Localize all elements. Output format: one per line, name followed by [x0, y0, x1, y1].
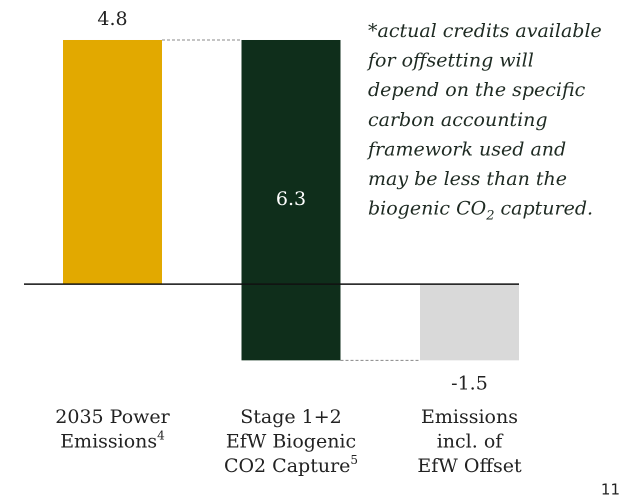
- bar: [241, 39, 341, 361]
- x-tick-label: Stage 1+2: [240, 406, 342, 428]
- x-tick-label-line: incl. of: [437, 431, 505, 453]
- footnote-mark: 5: [350, 453, 358, 467]
- x-tick-label: 2035 Power: [55, 406, 170, 428]
- annotation-part: captured.: [494, 198, 593, 220]
- x-tick-label-line: Emissions: [421, 406, 518, 428]
- annotation: *actual credits available: [368, 20, 602, 42]
- annotation: may be less than the: [368, 168, 567, 190]
- annotation: carbon accounting: [368, 109, 548, 131]
- value-label: 4.8: [97, 8, 127, 30]
- x-tick-label: CO2 Capture5: [224, 453, 358, 478]
- x-tick-label: Emissions4: [60, 428, 165, 453]
- annotation-part: 2: [485, 208, 494, 223]
- x-tick-label-line: 2035 Power: [55, 406, 170, 428]
- x-tick-label: EfW Biogenic: [226, 431, 356, 453]
- x-tick-label: incl. of: [437, 431, 505, 453]
- value-label: -1.5: [451, 372, 488, 394]
- annotation: depend on the specific: [368, 79, 586, 101]
- bar: [63, 39, 162, 285]
- x-tick-label: EfW Offset: [417, 455, 522, 477]
- x-tick-label-line: EfW Biogenic: [226, 431, 356, 453]
- value-label: 6.3: [276, 188, 306, 210]
- x-tick-label-line: Stage 1+2: [240, 406, 342, 428]
- annotation-part: biogenic CO: [368, 198, 487, 220]
- page-number: 11: [601, 481, 620, 499]
- x-tick-label-line: EfW Offset: [417, 455, 522, 477]
- annotation: biogenic CO2 captured.: [368, 198, 593, 224]
- annotation: framework used and: [366, 138, 566, 160]
- footnote-mark: 4: [157, 428, 165, 442]
- bar: [420, 284, 519, 361]
- x-tick-label-line: Emissions: [60, 431, 157, 453]
- x-tick-label-line: CO2 Capture: [224, 455, 350, 477]
- x-tick-label: Emissions: [421, 406, 518, 428]
- annotation: for offsetting will: [366, 50, 534, 72]
